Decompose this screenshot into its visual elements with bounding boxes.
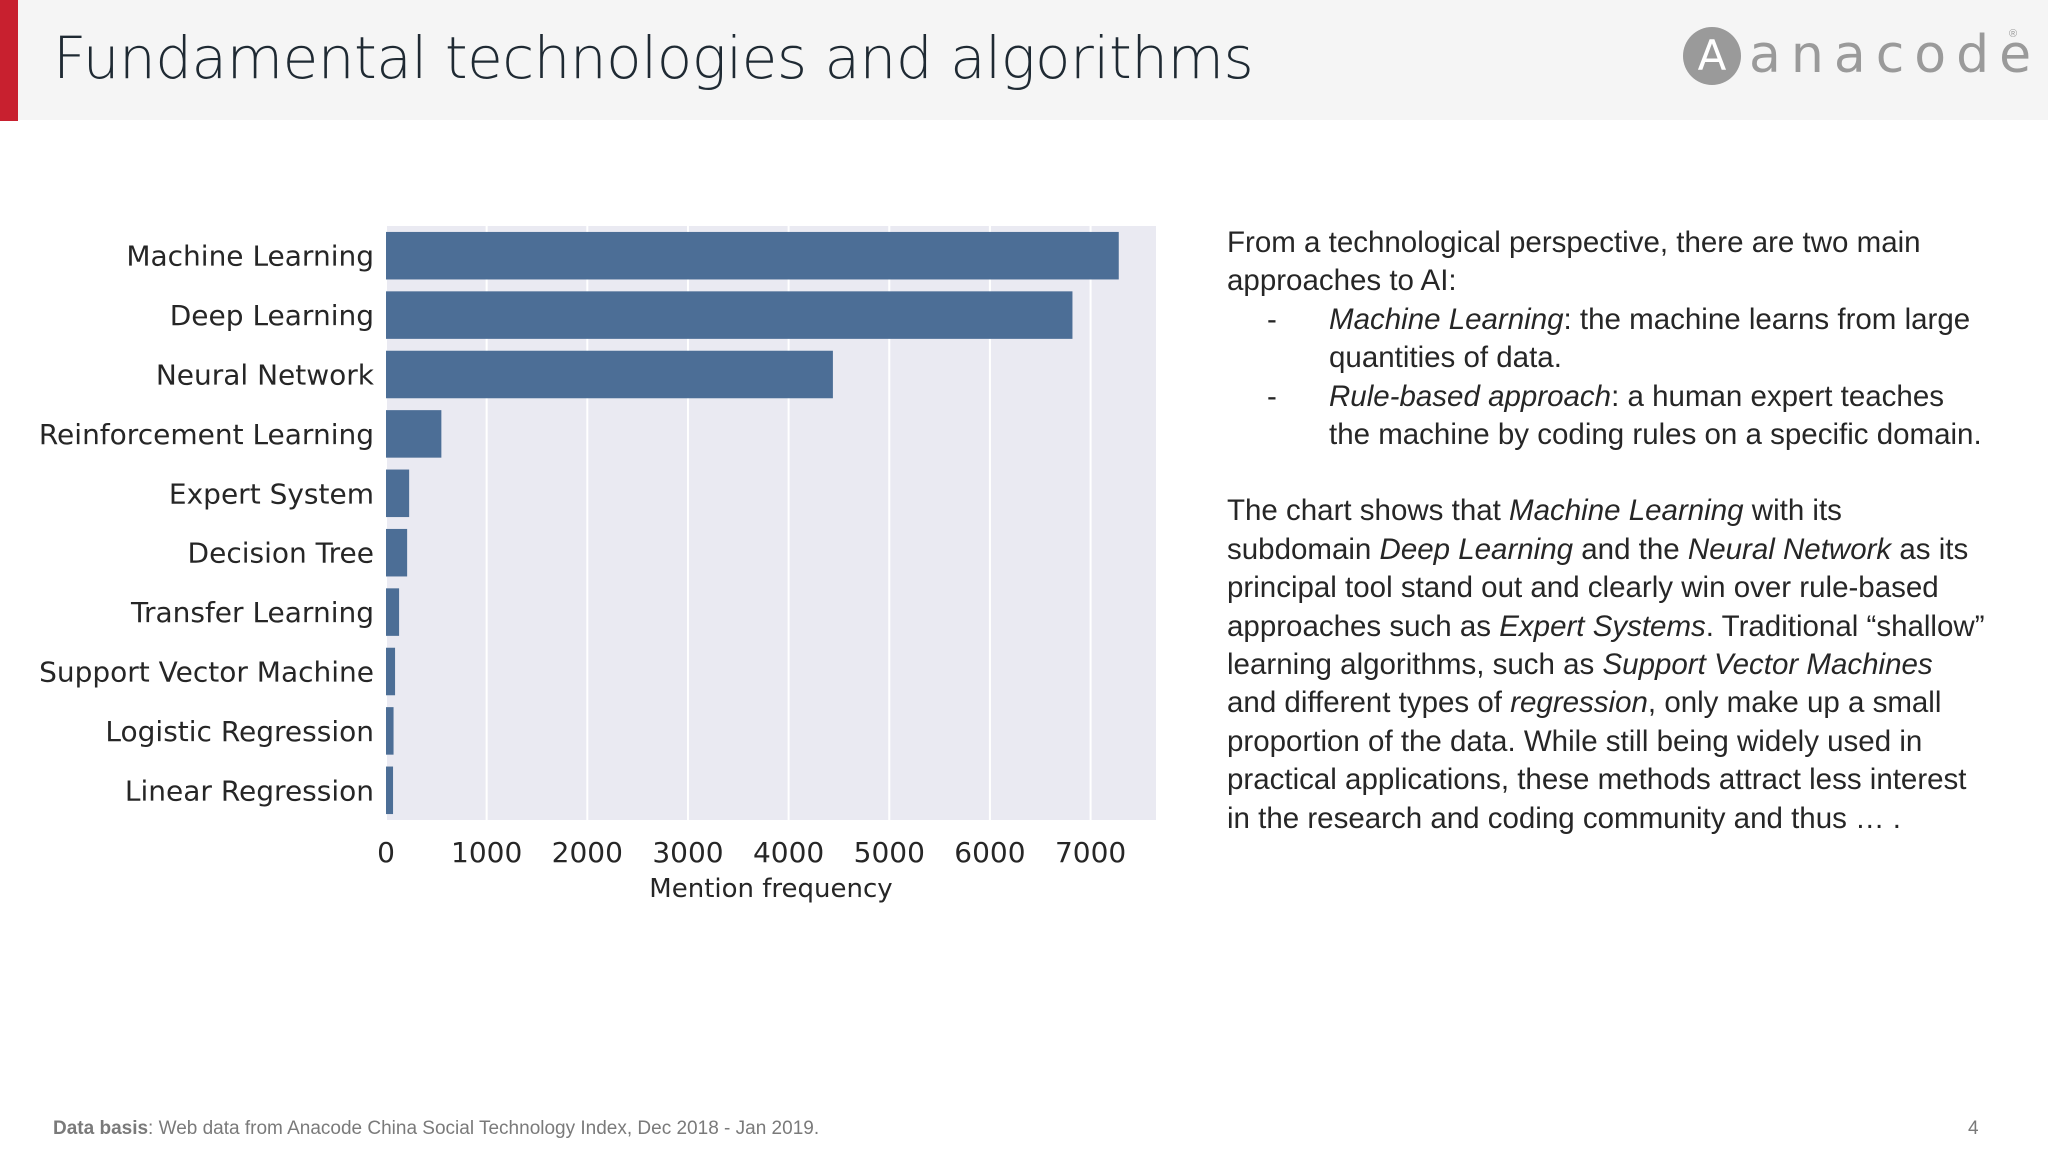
category-label: Machine Learning xyxy=(126,240,374,273)
category-label: Deep Learning xyxy=(170,299,374,332)
bullet-dash: - xyxy=(1267,302,1277,336)
emphasis-term: Machine Learning xyxy=(1509,494,1744,528)
category-label: Neural Network xyxy=(156,359,375,392)
category-label: Transfer Learning xyxy=(130,596,374,629)
slide-title: Fundamental technologies and algorithms xyxy=(53,24,1254,92)
text-run: and different types of xyxy=(1227,686,1511,720)
anacode-logo: A anacode ® xyxy=(1683,22,2031,88)
bar xyxy=(386,528,408,577)
logo-registered-mark: ® xyxy=(2009,28,2018,40)
emphasis-term: Support Vector Machines xyxy=(1602,648,1933,682)
bullet-term: Machine Learning xyxy=(1329,302,1564,336)
emphasis-term: Expert Systems xyxy=(1499,609,1706,643)
emphasis-term: Neural Network xyxy=(1687,532,1892,566)
mention-frequency-chart: Machine Learning Deep Learning Neural Netw… xyxy=(39,226,1156,904)
x-tick-label: 7000 xyxy=(1055,836,1126,869)
category-label: Logistic Regression xyxy=(105,715,374,748)
footer-label: Data basis xyxy=(53,1118,149,1139)
bar xyxy=(386,707,394,755)
text-run: The chart shows that xyxy=(1227,494,1510,528)
text-run: with its subdomain xyxy=(1227,494,1842,566)
category-label: Linear Regression xyxy=(125,774,374,807)
x-tick-label: 4000 xyxy=(753,836,824,869)
page-number: 4 xyxy=(1968,1118,1979,1139)
bar xyxy=(386,469,410,518)
bar xyxy=(386,766,394,815)
bar xyxy=(386,291,1073,339)
x-tick-label: 5000 xyxy=(854,836,925,869)
category-label: Reinforcement Learning xyxy=(39,418,374,451)
bullet-description: : the machine learns from large quantiti… xyxy=(1329,302,1971,375)
analysis-paragraph: The chart shows that Machine Learning wi… xyxy=(1227,492,1987,838)
bar xyxy=(386,588,400,636)
text-run: . Traditional “shallow” learning algorit… xyxy=(1227,609,1985,682)
header-accent-bar xyxy=(0,0,18,121)
emphasis-term: Deep Learning xyxy=(1379,532,1574,566)
bar xyxy=(386,350,833,399)
x-tick-label: 2000 xyxy=(552,836,623,869)
bar xyxy=(386,410,442,458)
category-label: Expert System xyxy=(169,477,374,510)
data-basis-footer: Data basis: Web data from Anacode China … xyxy=(53,1118,819,1140)
x-tick-label: 3000 xyxy=(652,836,723,869)
text-run: , only make up a small proportion of the… xyxy=(1227,686,1967,835)
bars xyxy=(386,231,1119,815)
x-axis-label: Mention frequency xyxy=(649,874,892,904)
bullet-description: : a human expert teaches the machine by … xyxy=(1329,379,1982,452)
bullet-machine-learning: - Machine Learning: the machine learns fr… xyxy=(1227,301,1987,378)
category-label: Decision Tree xyxy=(188,537,374,570)
bar xyxy=(386,647,396,696)
logo-a-icon: A xyxy=(1683,27,1741,85)
x-tick-labels: 0 1000 2000 3000 4000 5000 6000 7000 xyxy=(377,836,1126,869)
category-label: Support Vector Machine xyxy=(39,656,374,689)
category-labels: Machine Learning Deep Learning Neural Netw… xyxy=(39,240,375,808)
x-tick-label: 0 xyxy=(377,836,395,869)
bullet-term: Rule-based approach xyxy=(1329,379,1612,413)
logo-text: anacode xyxy=(1749,25,2042,85)
explanation-text: From a technological perspective, there … xyxy=(1227,224,1987,838)
bullet-dash: - xyxy=(1267,379,1277,413)
emphasis-term: regression xyxy=(1510,686,1648,720)
text-run: as its principal tool stand out and clea… xyxy=(1227,532,1969,643)
text-run: and the xyxy=(1573,532,1688,566)
bar xyxy=(386,231,1119,280)
bullet-rule-based: - Rule-based approach: a human expert tea… xyxy=(1227,378,1987,455)
x-tick-label: 6000 xyxy=(954,836,1025,869)
footer-text: : Web data from Anacode China Social Tec… xyxy=(148,1118,820,1139)
intro-paragraph: From a technological perspective, there … xyxy=(1227,226,1921,298)
x-tick-label: 1000 xyxy=(451,836,522,869)
